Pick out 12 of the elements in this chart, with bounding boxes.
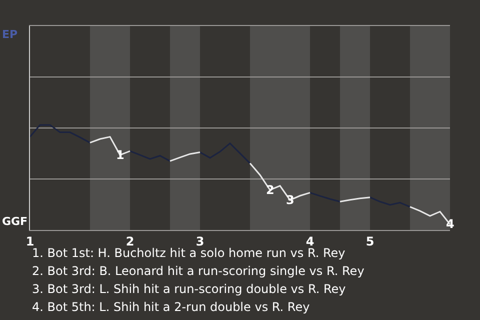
x-tick-label: 2 <box>126 234 134 248</box>
text: GGF <box>2 215 28 228</box>
x-tick-label: 5 <box>366 234 374 248</box>
text: 1. Bot 1st: H. Bucholtz hit a solo home run vs R. Rey <box>32 246 346 260</box>
x-tick-label: 4 <box>306 234 314 248</box>
x-tick-label: 3 <box>196 234 204 248</box>
x-tick-label: 1 <box>26 234 34 248</box>
text: EP <box>2 28 18 41</box>
text: 4. Bot 5th: L. Shih hit a 2-run double vs R. Rey <box>32 300 310 314</box>
annotation: 4 <box>446 217 454 231</box>
text: 2. Bot 3rd: B. Leonard hit a run-scoring single vs R. Rey <box>32 264 364 278</box>
text: 3. Bot 3rd: L. Shih hit a run-scoring double vs R. Rey <box>32 282 346 296</box>
